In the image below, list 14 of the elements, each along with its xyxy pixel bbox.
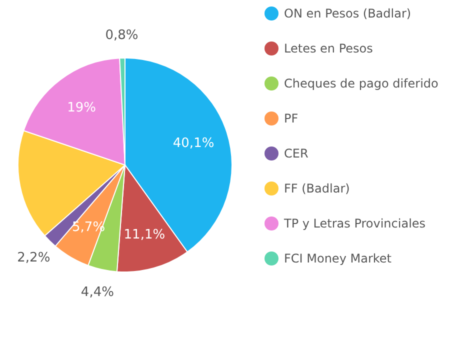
- legend-label: FCI Money Market: [284, 252, 392, 266]
- legend-label: CER: [284, 146, 308, 160]
- data-label: 11,1%: [124, 227, 166, 242]
- data-label: 2,2%: [17, 250, 50, 266]
- data-label: 0,8%: [105, 28, 138, 44]
- legend-label: Cheques de pago diferido: [284, 76, 438, 90]
- data-label: 19%: [67, 100, 96, 116]
- legend-label: PF: [284, 112, 298, 126]
- legend-label: FF (Badlar): [284, 182, 350, 196]
- legend-label: TP y Letras Provinciales: [283, 216, 426, 230]
- data-label: 40,1%: [172, 136, 214, 151]
- legend-label: Letes en Pesos: [284, 42, 373, 56]
- data-label: 4,4%: [80, 285, 114, 300]
- legend-label: ON en Pesos (Badlar): [284, 6, 412, 20]
